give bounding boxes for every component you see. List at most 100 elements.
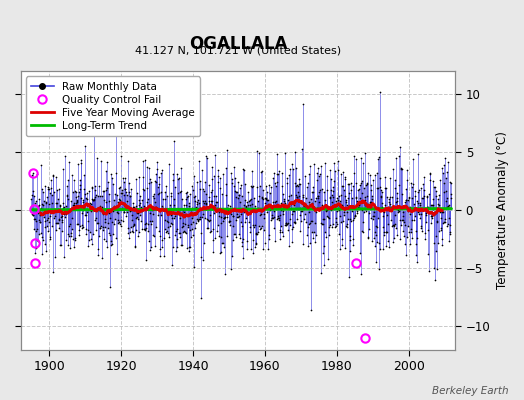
Point — [428, 214, 436, 221]
Point — [122, 198, 130, 204]
Point — [398, 190, 406, 197]
Point — [269, 175, 277, 181]
Point — [408, 216, 417, 223]
Point — [52, 226, 61, 233]
Point — [202, 201, 210, 207]
Point — [278, 211, 287, 218]
Point — [56, 242, 64, 248]
Point — [387, 204, 396, 210]
Point — [292, 164, 300, 171]
Point — [321, 208, 330, 214]
Point — [289, 224, 297, 230]
Point — [66, 207, 74, 213]
Point — [238, 192, 247, 199]
Point — [243, 199, 251, 206]
Point — [182, 195, 190, 202]
Point — [257, 169, 265, 175]
Point — [357, 207, 366, 213]
Point — [102, 238, 111, 244]
Point — [266, 204, 275, 211]
Point — [422, 204, 431, 210]
Point — [136, 218, 145, 224]
Point — [356, 250, 364, 256]
Point — [394, 203, 402, 210]
Point — [189, 186, 197, 193]
Point — [249, 206, 258, 213]
Point — [414, 209, 422, 215]
Point — [157, 203, 166, 210]
Point — [343, 220, 351, 227]
Text: 41.127 N, 101.721 W (United States): 41.127 N, 101.721 W (United States) — [135, 46, 341, 56]
Point — [264, 200, 272, 207]
Point — [84, 218, 92, 224]
Point — [37, 162, 45, 168]
Point — [164, 218, 172, 225]
Point — [43, 184, 52, 190]
Point — [213, 228, 221, 234]
Point — [260, 215, 268, 222]
Point — [308, 218, 316, 224]
Point — [163, 208, 172, 214]
Point — [339, 182, 347, 189]
Point — [100, 188, 108, 194]
Point — [216, 220, 225, 226]
Point — [357, 270, 365, 277]
Point — [184, 248, 193, 254]
Point — [266, 207, 274, 213]
Point — [85, 204, 94, 211]
Point — [205, 212, 214, 218]
Point — [312, 170, 321, 176]
Point — [99, 223, 107, 230]
Point — [338, 202, 346, 208]
Point — [244, 210, 253, 217]
Point — [314, 165, 322, 172]
Point — [37, 205, 45, 212]
Point — [268, 212, 277, 218]
Point — [38, 234, 46, 240]
Point — [288, 239, 297, 246]
Point — [71, 234, 79, 241]
Point — [171, 247, 180, 254]
Point — [226, 218, 234, 224]
Point — [220, 215, 228, 221]
Point — [375, 245, 384, 252]
Point — [202, 152, 210, 159]
Point — [277, 223, 285, 230]
Point — [57, 208, 65, 215]
Point — [409, 181, 417, 188]
Point — [241, 181, 249, 187]
Point — [219, 171, 227, 177]
Point — [421, 212, 430, 219]
Point — [435, 228, 444, 234]
Point — [367, 238, 376, 244]
Point — [410, 206, 419, 213]
Point — [292, 192, 300, 198]
Point — [200, 188, 208, 194]
Point — [39, 201, 47, 208]
Point — [401, 199, 409, 206]
Point — [244, 189, 252, 195]
Point — [89, 197, 97, 204]
Point — [53, 187, 61, 193]
Point — [49, 209, 57, 215]
Point — [223, 233, 231, 239]
Point — [208, 164, 216, 170]
Point — [238, 242, 246, 249]
Point — [421, 205, 429, 212]
Point — [212, 198, 221, 205]
Point — [446, 179, 454, 185]
Point — [405, 205, 413, 212]
Point — [124, 225, 132, 232]
Point — [220, 214, 228, 221]
Point — [328, 199, 336, 206]
Point — [411, 193, 419, 200]
Point — [122, 204, 130, 211]
Point — [35, 217, 43, 224]
Point — [227, 266, 235, 273]
Point — [317, 205, 325, 212]
Point — [447, 191, 455, 197]
Point — [205, 182, 213, 188]
Point — [285, 172, 293, 178]
Point — [137, 206, 146, 212]
Point — [343, 208, 352, 215]
